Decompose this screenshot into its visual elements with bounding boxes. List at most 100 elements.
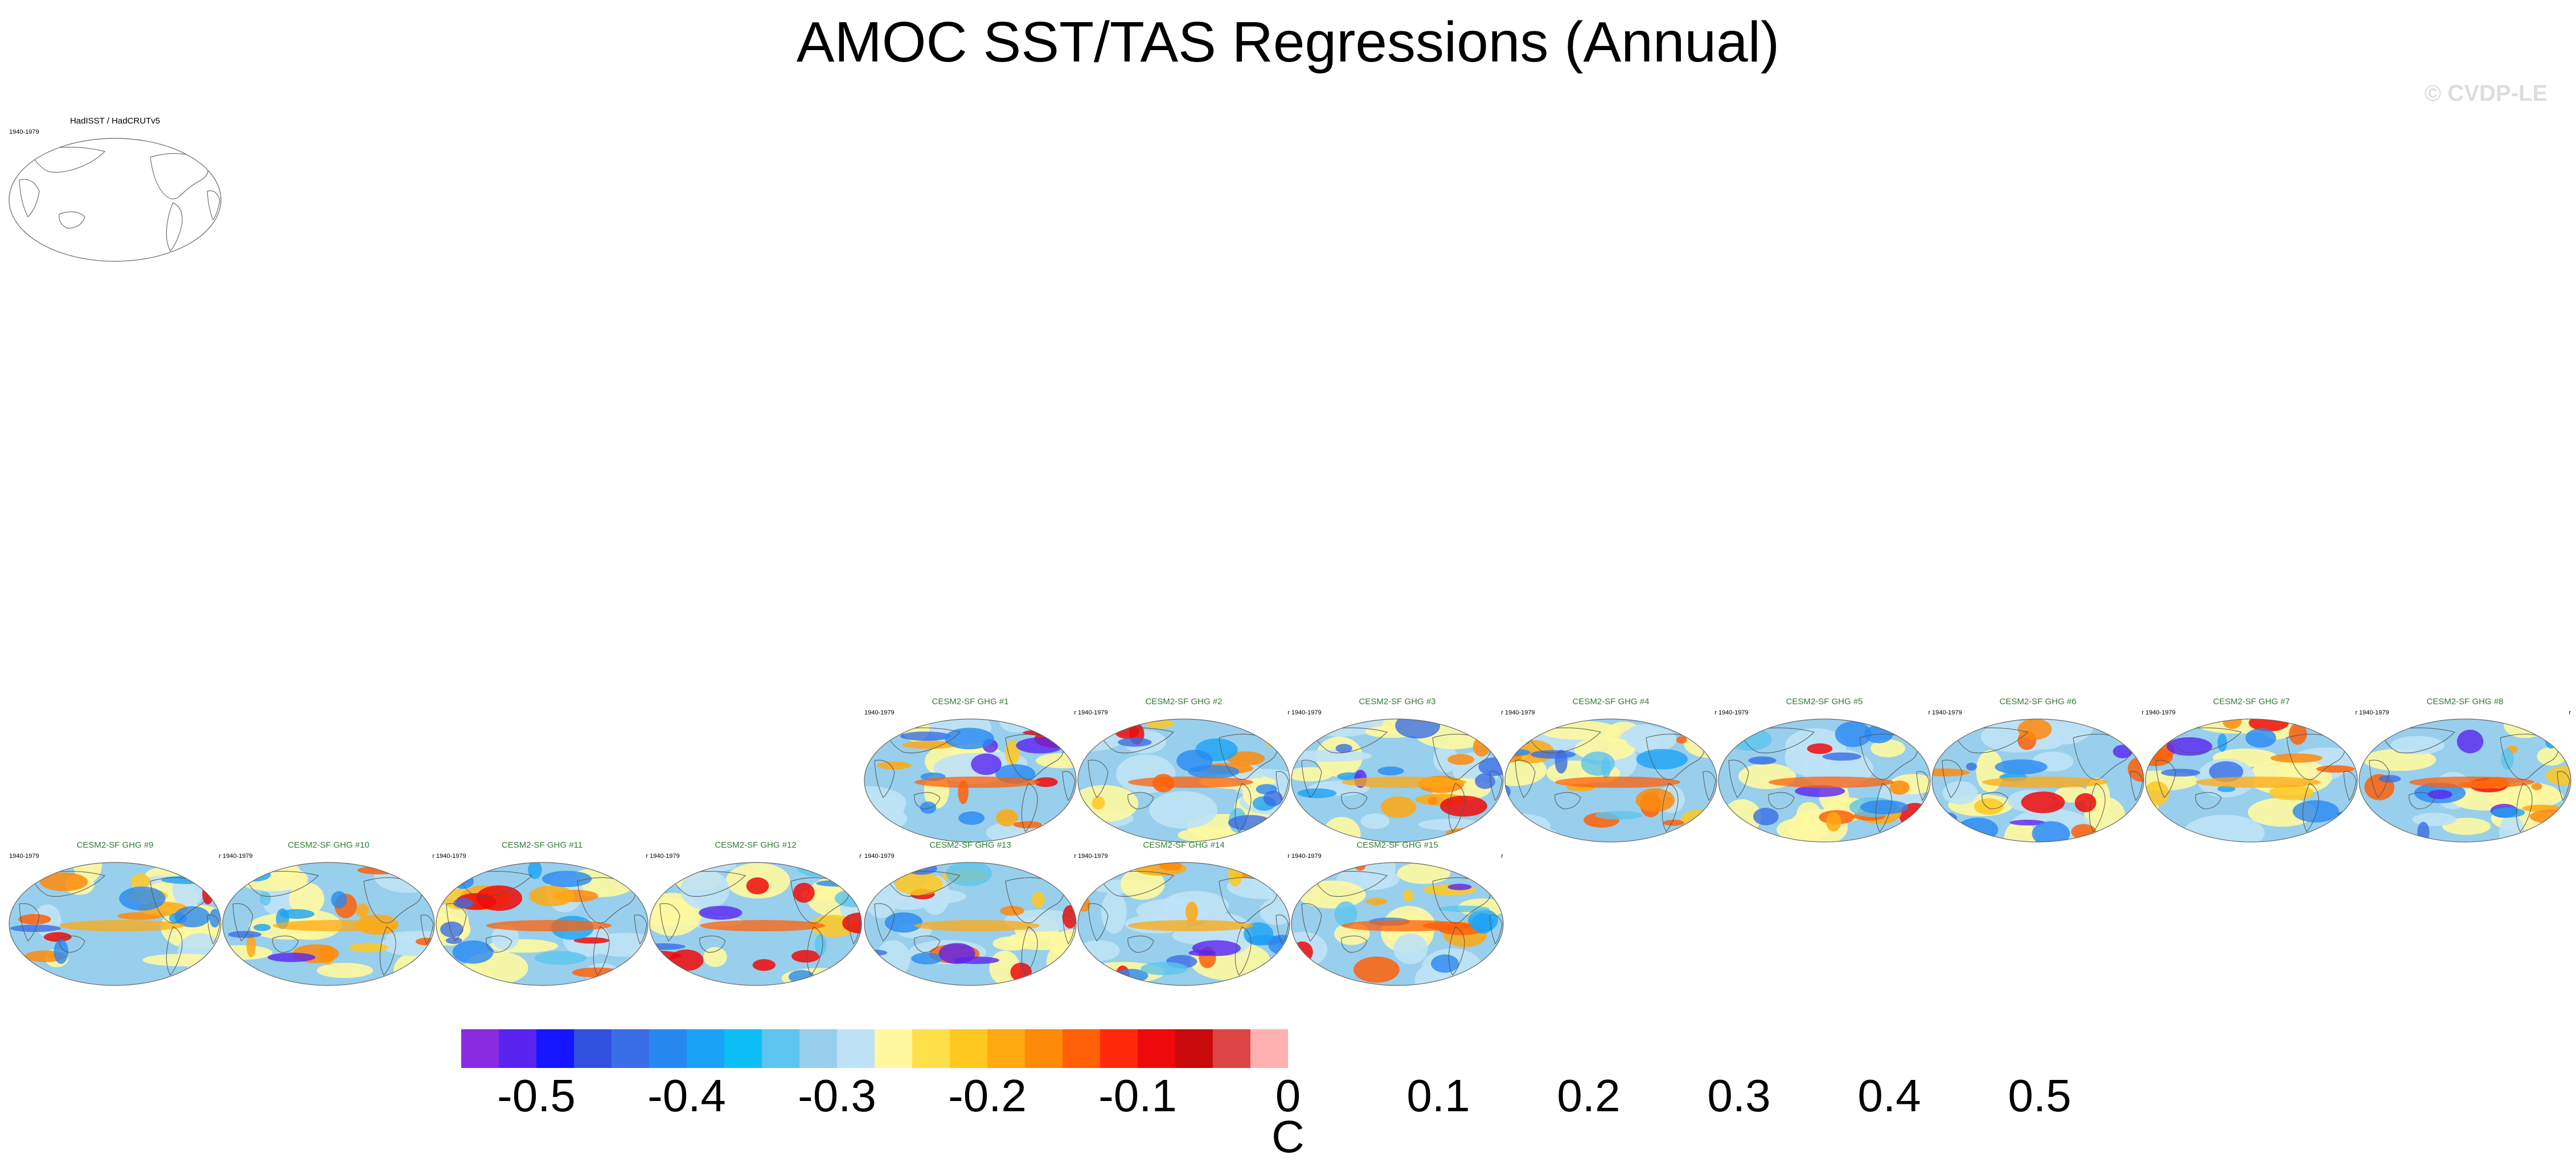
panel-years: 1940-1979	[2146, 709, 2176, 716]
colorbar-swatch	[1138, 1029, 1175, 1068]
map-panel-member-2: CESM2-SF GHG #2 1940-1979 r	[1077, 697, 1291, 843]
panel-corner-label: r	[2569, 709, 2571, 716]
panel-corner-label: r	[859, 853, 862, 860]
colorbar-swatch	[724, 1029, 762, 1068]
panel-years: 1940-1979	[9, 129, 39, 135]
globe-map	[1504, 718, 1717, 843]
colorbar-tick-label: -0.2	[948, 1070, 1027, 1121]
panel-corner-label: r	[1501, 853, 1503, 860]
colorbar-swatch	[912, 1029, 950, 1068]
panel-corner-label: r	[2142, 709, 2144, 716]
globe-map	[1077, 718, 1290, 843]
panel-years: 1940-1979	[2359, 709, 2389, 716]
colorbar-swatch	[461, 1029, 499, 1068]
map-panel-member-4: CESM2-SF GHG #4 1940-1979 r	[1504, 697, 1718, 843]
map-panel-member-9: CESM2-SF GHG #9 1940-1979 r	[8, 840, 222, 986]
globe-map	[864, 718, 1077, 843]
colorbar-tick-label: -0.5	[497, 1070, 576, 1121]
map-panel-member-5: CESM2-SF GHG #5 1940-1979 r	[1717, 697, 1931, 843]
panel-title: HadISST / HadCRUTv5	[69, 116, 161, 126]
map-panel-member-8: CESM2-SF GHG #8 1940-1979 r	[2358, 697, 2572, 843]
panel-years: 1940-1979	[436, 853, 466, 860]
colorbar-swatch	[987, 1029, 1025, 1068]
globe-map	[649, 862, 862, 986]
colorbar-swatch	[574, 1029, 612, 1068]
colorbar-swatch	[1250, 1029, 1288, 1068]
colorbar-swatch	[950, 1029, 987, 1068]
colorbar-swatch	[1213, 1029, 1250, 1068]
globe-map	[222, 862, 435, 986]
panel-corner-label: r	[646, 853, 648, 860]
panel-corner-label: r	[1287, 709, 1290, 716]
panel-corner-label: r	[1714, 709, 1717, 716]
panel-corner-label: r	[1287, 853, 1290, 860]
panel-years: 1940-1979	[1932, 709, 1962, 716]
colorbar-swatch	[799, 1029, 837, 1068]
map-panel-member-10: CESM2-SF GHG #10 1940-1979 r	[221, 840, 436, 986]
colorbar	[461, 1029, 1288, 1068]
panel-years: 1940-1979	[1718, 709, 1749, 716]
colorbar-unit-label: C	[1271, 1111, 1305, 1162]
figure-title: AMOC SST/TAS Regressions (Annual)	[796, 10, 1780, 74]
map-panel-observations: HadISST / HadCRUTv5 1940-1979	[8, 116, 222, 262]
colorbar-tick-label: 0.2	[1557, 1070, 1621, 1121]
panel-years: 1940-1979	[864, 853, 895, 860]
colorbar-swatch	[649, 1029, 687, 1068]
map-panel-member-6: CESM2-SF GHG #6 1940-1979 r	[1931, 697, 2145, 843]
colorbar-swatch	[612, 1029, 649, 1068]
globe-map	[2145, 718, 2358, 843]
globe-map	[864, 862, 1077, 986]
map-panel-member-14: CESM2-SF GHG #14 1940-1979 r	[1077, 840, 1291, 986]
panel-title: CESM2-SF GHG #7	[2213, 697, 2290, 706]
panel-corner-label: r	[1928, 709, 1930, 716]
panel-years: 1940-1979	[223, 853, 253, 860]
colorbar-tick-label: -0.4	[647, 1070, 726, 1121]
map-panel-member-11: CESM2-SF GHG #11 1940-1979 r	[435, 840, 649, 986]
colorbar-tick-label: 0.3	[1707, 1070, 1771, 1121]
panel-corner-label: r	[432, 853, 434, 860]
panel-title: CESM2-SF GHG #11	[501, 840, 583, 850]
panel-years: 1940-1979	[1291, 853, 1322, 860]
panel-title: CESM2-SF GHG #1	[932, 697, 1009, 706]
panel-years: 1940-1979	[1078, 709, 1108, 716]
panel-title: CESM2-SF GHG #8	[2426, 697, 2504, 706]
panel-title: CESM2-SF GHG #14	[1143, 840, 1225, 850]
globe-map	[436, 862, 649, 986]
globe-map	[1077, 862, 1290, 986]
panel-corner-label: r	[1074, 853, 1076, 860]
colorbar-tick-label: 0	[1275, 1070, 1301, 1121]
map-panel-member-13: CESM2-SF GHG #13 1940-1979 r	[863, 840, 1077, 986]
globe-map	[2358, 718, 2571, 843]
colorbar-tick-label: -0.1	[1098, 1070, 1177, 1121]
panel-corner-label: r	[1501, 709, 1503, 716]
colorbar-swatch	[1100, 1029, 1138, 1068]
colorbar-swatch	[1063, 1029, 1100, 1068]
panel-title: CESM2-SF GHG #5	[1786, 697, 1863, 706]
colorbar-swatch	[1175, 1029, 1213, 1068]
map-panel-member-3: CESM2-SF GHG #3 1940-1979 r	[1290, 697, 1504, 843]
panel-years: 1940-1979	[1078, 853, 1108, 860]
panel-title: CESM2-SF GHG #2	[1145, 697, 1223, 706]
globe-map	[9, 862, 221, 986]
colorbar-swatch	[762, 1029, 799, 1068]
colorbar-swatch	[837, 1029, 875, 1068]
colorbar-swatch	[687, 1029, 724, 1068]
map-panel-member-12: CESM2-SF GHG #12 1940-1979 r	[649, 840, 863, 986]
panel-title: CESM2-SF GHG #13	[929, 840, 1011, 850]
panel-years: 1940-1979	[9, 853, 39, 860]
colorbar-tick-label: 0.4	[1857, 1070, 1921, 1121]
map-panel-member-15: CESM2-SF GHG #15 1940-1979 r	[1290, 840, 1504, 986]
panel-title: CESM2-SF GHG #4	[1572, 697, 1650, 706]
panel-title: CESM2-SF GHG #3	[1359, 697, 1436, 706]
colorbar-swatch	[1025, 1029, 1063, 1068]
panel-title: CESM2-SF GHG #6	[1999, 697, 2077, 706]
panel-corner-label: r	[2355, 709, 2357, 716]
panel-years: 1940-1979	[864, 709, 895, 716]
colorbar-ticks: -0.5 -0.4 -0.3 -0.2 -0.1 0 0.1 0.2 0.3 0.4 0.5	[461, 1066, 2115, 1121]
panel-title: CESM2-SF GHG #15	[1356, 840, 1438, 850]
panel-title: CESM2-SF GHG #10	[288, 840, 370, 850]
colorbar-tick-label: 0.1	[1406, 1070, 1470, 1121]
copyright-watermark: © CVDP-LE	[2424, 81, 2548, 106]
panel-years: 1940-1979	[1505, 709, 1535, 716]
map-panel-member-1: CESM2-SF GHG #1 1940-1979 r	[863, 697, 1077, 843]
